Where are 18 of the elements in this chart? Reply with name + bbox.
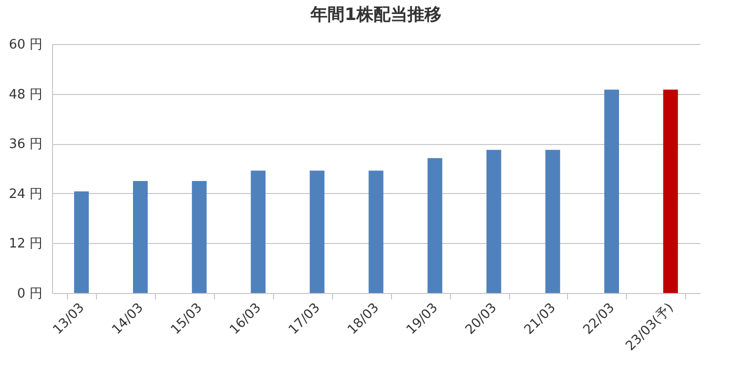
chart-title: 年間1株配当推移: [310, 5, 442, 25]
y-tick-label: 48 円: [8, 87, 42, 102]
bar: [604, 90, 619, 293]
y-tick-label: 0 円: [17, 286, 42, 302]
bar: [663, 90, 678, 293]
y-tick-label: 12 円: [8, 236, 42, 252]
bar: [545, 150, 560, 293]
y-tick-label: 60 円: [8, 38, 42, 52]
bar: [368, 170, 384, 293]
y-tick-label: 36 円: [8, 137, 42, 152]
bar: [486, 150, 502, 293]
bar: [250, 170, 266, 293]
bar: [310, 170, 324, 293]
bar: [74, 191, 89, 293]
bar: [133, 180, 148, 293]
bar: [192, 180, 207, 293]
y-tick-label: 24 円: [8, 186, 42, 202]
bar: [428, 158, 442, 293]
